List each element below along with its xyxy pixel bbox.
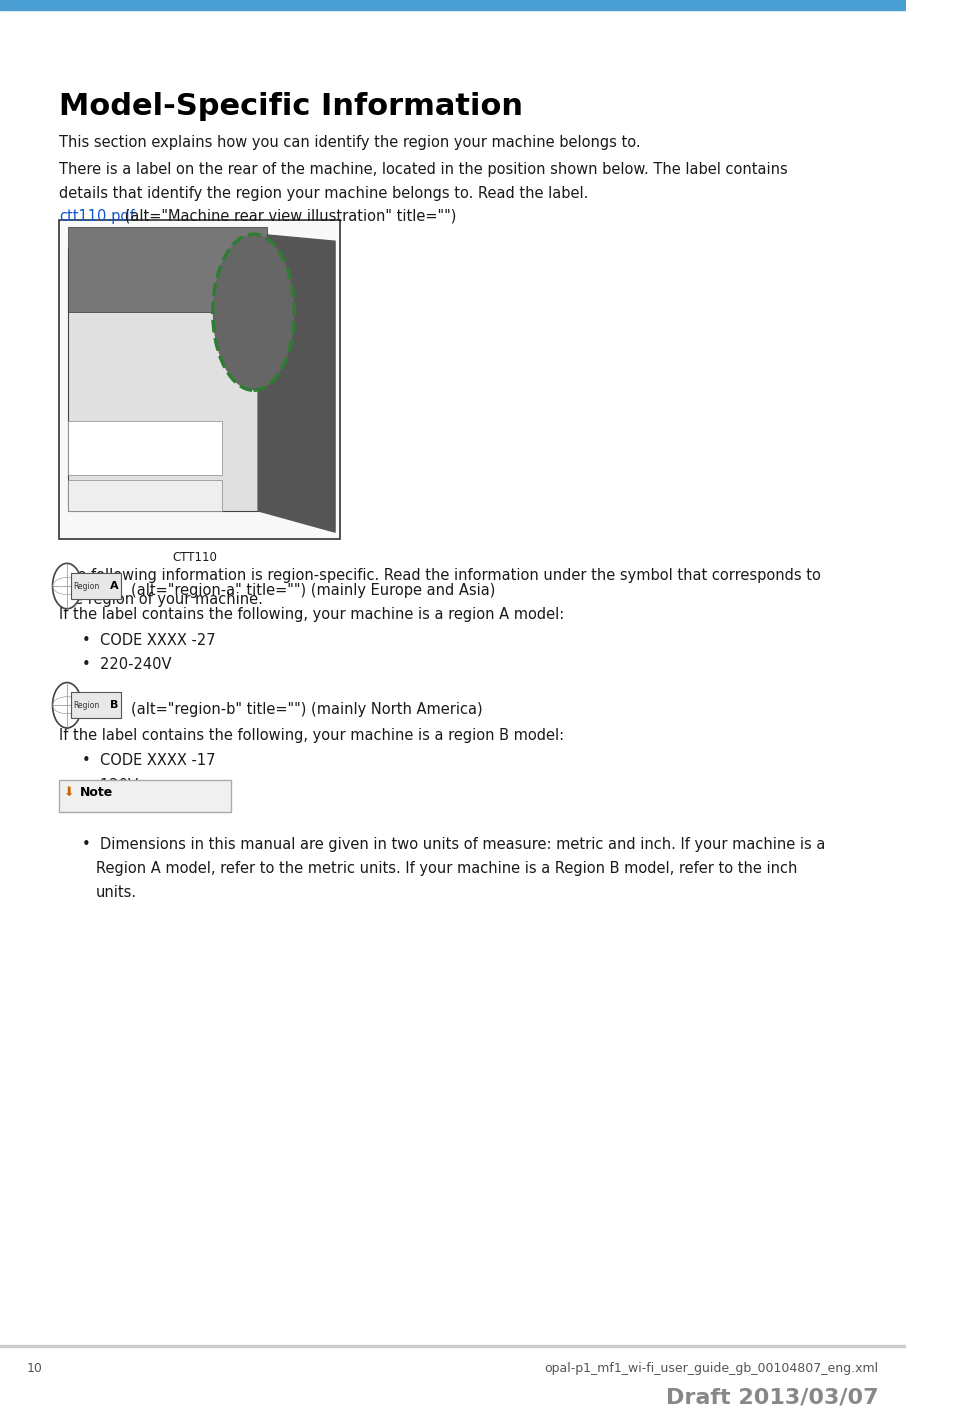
Circle shape xyxy=(52,563,81,609)
Text: •  Dimensions in this manual are given in two units of measure: metric and inch.: • Dimensions in this manual are given in… xyxy=(81,837,825,853)
Text: B: B xyxy=(109,700,118,711)
Text: ctt110.pdf: ctt110.pdf xyxy=(59,209,134,224)
Polygon shape xyxy=(258,234,336,532)
Text: A: A xyxy=(109,580,118,592)
Text: •  220-240V: • 220-240V xyxy=(81,657,171,673)
Text: Region: Region xyxy=(73,701,100,710)
Text: 10: 10 xyxy=(27,1362,44,1375)
Bar xyxy=(71,573,121,599)
Text: the region of your machine.: the region of your machine. xyxy=(59,592,263,607)
Bar xyxy=(68,227,267,312)
Bar xyxy=(59,220,339,539)
Text: Draft 2013/03/07: Draft 2013/03/07 xyxy=(666,1388,878,1408)
Text: •  CODE XXXX -17: • CODE XXXX -17 xyxy=(81,753,215,769)
Text: Region A model, refer to the metric units. If your machine is a Region B model, : Region A model, refer to the metric unit… xyxy=(96,861,798,877)
Text: (alt="region-a" title="") (mainly Europe and Asia): (alt="region-a" title="") (mainly Europe… xyxy=(132,583,496,599)
Text: If the label contains the following, your machine is a region A model:: If the label contains the following, you… xyxy=(59,607,564,623)
Text: details that identify the region your machine belongs to. Read the label.: details that identify the region your ma… xyxy=(59,186,588,201)
Text: There is a label on the rear of the machine, located in the position shown below: There is a label on the rear of the mach… xyxy=(59,162,787,177)
Bar xyxy=(59,780,231,812)
Bar xyxy=(71,692,121,718)
Text: Note: Note xyxy=(79,786,113,799)
Bar xyxy=(0,0,906,10)
Bar xyxy=(68,480,221,511)
Text: opal-p1_mf1_wi-fi_user_guide_gb_00104807_eng.xml: opal-p1_mf1_wi-fi_user_guide_gb_00104807… xyxy=(544,1362,878,1375)
Text: If the label contains the following, your machine is a region B model:: If the label contains the following, you… xyxy=(59,728,564,744)
Text: The following information is region-specific. Read the information under the sym: The following information is region-spec… xyxy=(59,568,821,583)
Bar xyxy=(68,421,221,475)
Text: This section explains how you can identify the region your machine belongs to.: This section explains how you can identi… xyxy=(59,135,640,150)
Text: •  120V: • 120V xyxy=(81,778,137,793)
Ellipse shape xyxy=(213,234,294,390)
Text: •  CODE XXXX -27: • CODE XXXX -27 xyxy=(81,633,215,648)
Text: units.: units. xyxy=(96,885,137,901)
Bar xyxy=(68,248,285,511)
Text: (alt="Machine rear view illustration" title=""): (alt="Machine rear view illustration" ti… xyxy=(121,209,456,224)
Text: Region: Region xyxy=(73,582,100,590)
Text: CTT110: CTT110 xyxy=(172,551,218,563)
Text: (alt="region-b" title="") (mainly North America): (alt="region-b" title="") (mainly North … xyxy=(132,702,483,718)
Circle shape xyxy=(52,683,81,728)
Text: ⬇: ⬇ xyxy=(64,786,74,799)
Bar xyxy=(0,1345,906,1347)
Text: Model-Specific Information: Model-Specific Information xyxy=(59,92,523,121)
